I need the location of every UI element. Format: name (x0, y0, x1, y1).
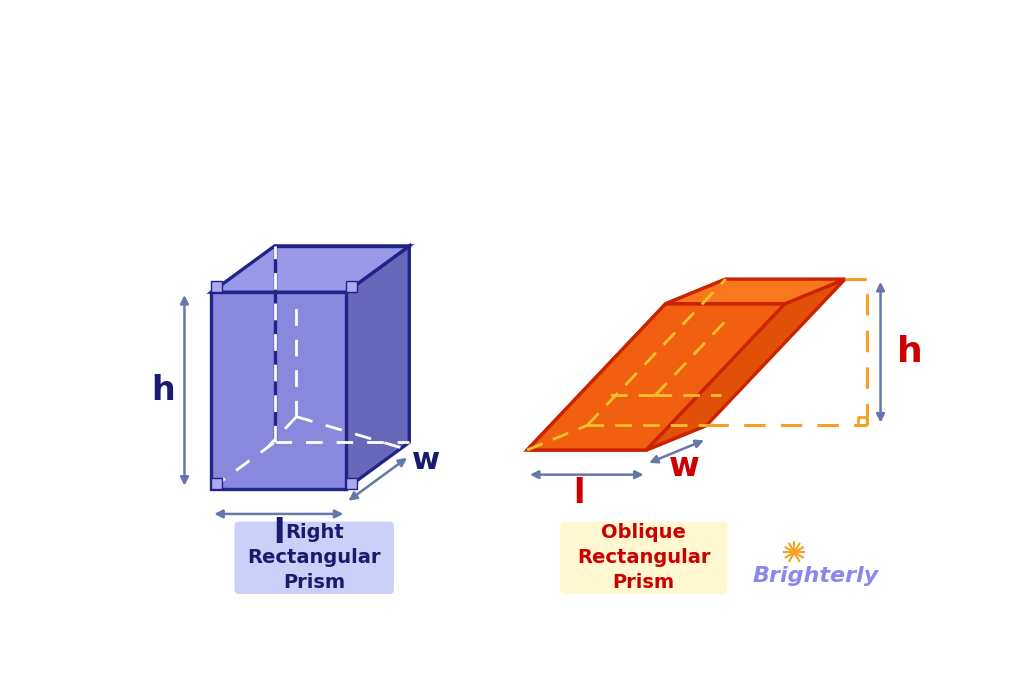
Text: w: w (413, 445, 440, 475)
Text: Right
Rectangular
Prism: Right Rectangular Prism (248, 523, 381, 592)
Polygon shape (646, 279, 845, 450)
Polygon shape (527, 304, 785, 450)
Text: Oblique
Rectangular
Prism: Oblique Rectangular Prism (577, 523, 711, 592)
Text: l: l (573, 477, 585, 510)
Polygon shape (527, 426, 707, 450)
Polygon shape (211, 292, 346, 488)
FancyBboxPatch shape (234, 522, 394, 594)
Polygon shape (527, 279, 726, 450)
Text: h: h (151, 374, 175, 407)
Bar (211, 281, 222, 292)
Polygon shape (666, 279, 845, 304)
Polygon shape (211, 246, 410, 292)
Text: h: h (897, 335, 923, 370)
Text: w: w (669, 451, 699, 484)
Bar (346, 281, 357, 292)
Text: Brighterly: Brighterly (753, 566, 879, 585)
Text: l: l (273, 516, 285, 550)
FancyBboxPatch shape (560, 522, 727, 594)
Bar (346, 477, 357, 488)
Bar (211, 477, 222, 488)
Polygon shape (346, 246, 410, 488)
